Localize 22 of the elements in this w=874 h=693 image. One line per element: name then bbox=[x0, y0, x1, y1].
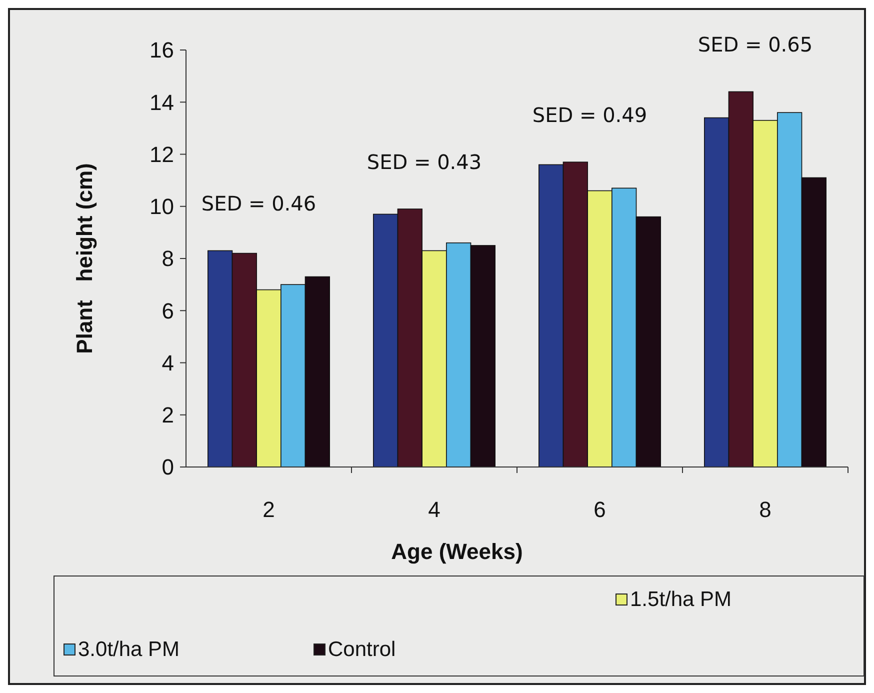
x-tick-label: 6 bbox=[594, 497, 606, 522]
x-tick-label: 4 bbox=[428, 497, 440, 522]
annotation: SED = 0.49 bbox=[532, 103, 648, 128]
annotation: SED = 0.46 bbox=[201, 192, 316, 216]
legend-label: 3.0t/ha PM bbox=[78, 638, 180, 661]
y-tick-label: 16 bbox=[150, 38, 174, 63]
y-tick-label: 8 bbox=[162, 246, 174, 272]
legend-label: Control bbox=[328, 638, 396, 661]
x-tick-label: 2 bbox=[262, 497, 275, 522]
y-tick-label: 0 bbox=[162, 454, 174, 480]
x-tick-label: 8 bbox=[759, 497, 772, 522]
legend-label: 1.5t/ha PM bbox=[630, 588, 732, 611]
y-tick-label: 6 bbox=[162, 298, 174, 324]
y-tick-label: 10 bbox=[150, 194, 174, 220]
annotation: SED = 0.65 bbox=[698, 32, 813, 57]
y-tick-label: 12 bbox=[150, 142, 174, 167]
y-tick-label: 14 bbox=[150, 90, 174, 115]
x-axis-title: Age (Weeks) bbox=[391, 539, 523, 564]
annotation: SED = 0.43 bbox=[366, 150, 482, 174]
y-tick-label: 2 bbox=[162, 402, 174, 428]
y-tick-label: 4 bbox=[162, 350, 174, 376]
y-axis-title: Plant height (cm) bbox=[72, 163, 97, 354]
